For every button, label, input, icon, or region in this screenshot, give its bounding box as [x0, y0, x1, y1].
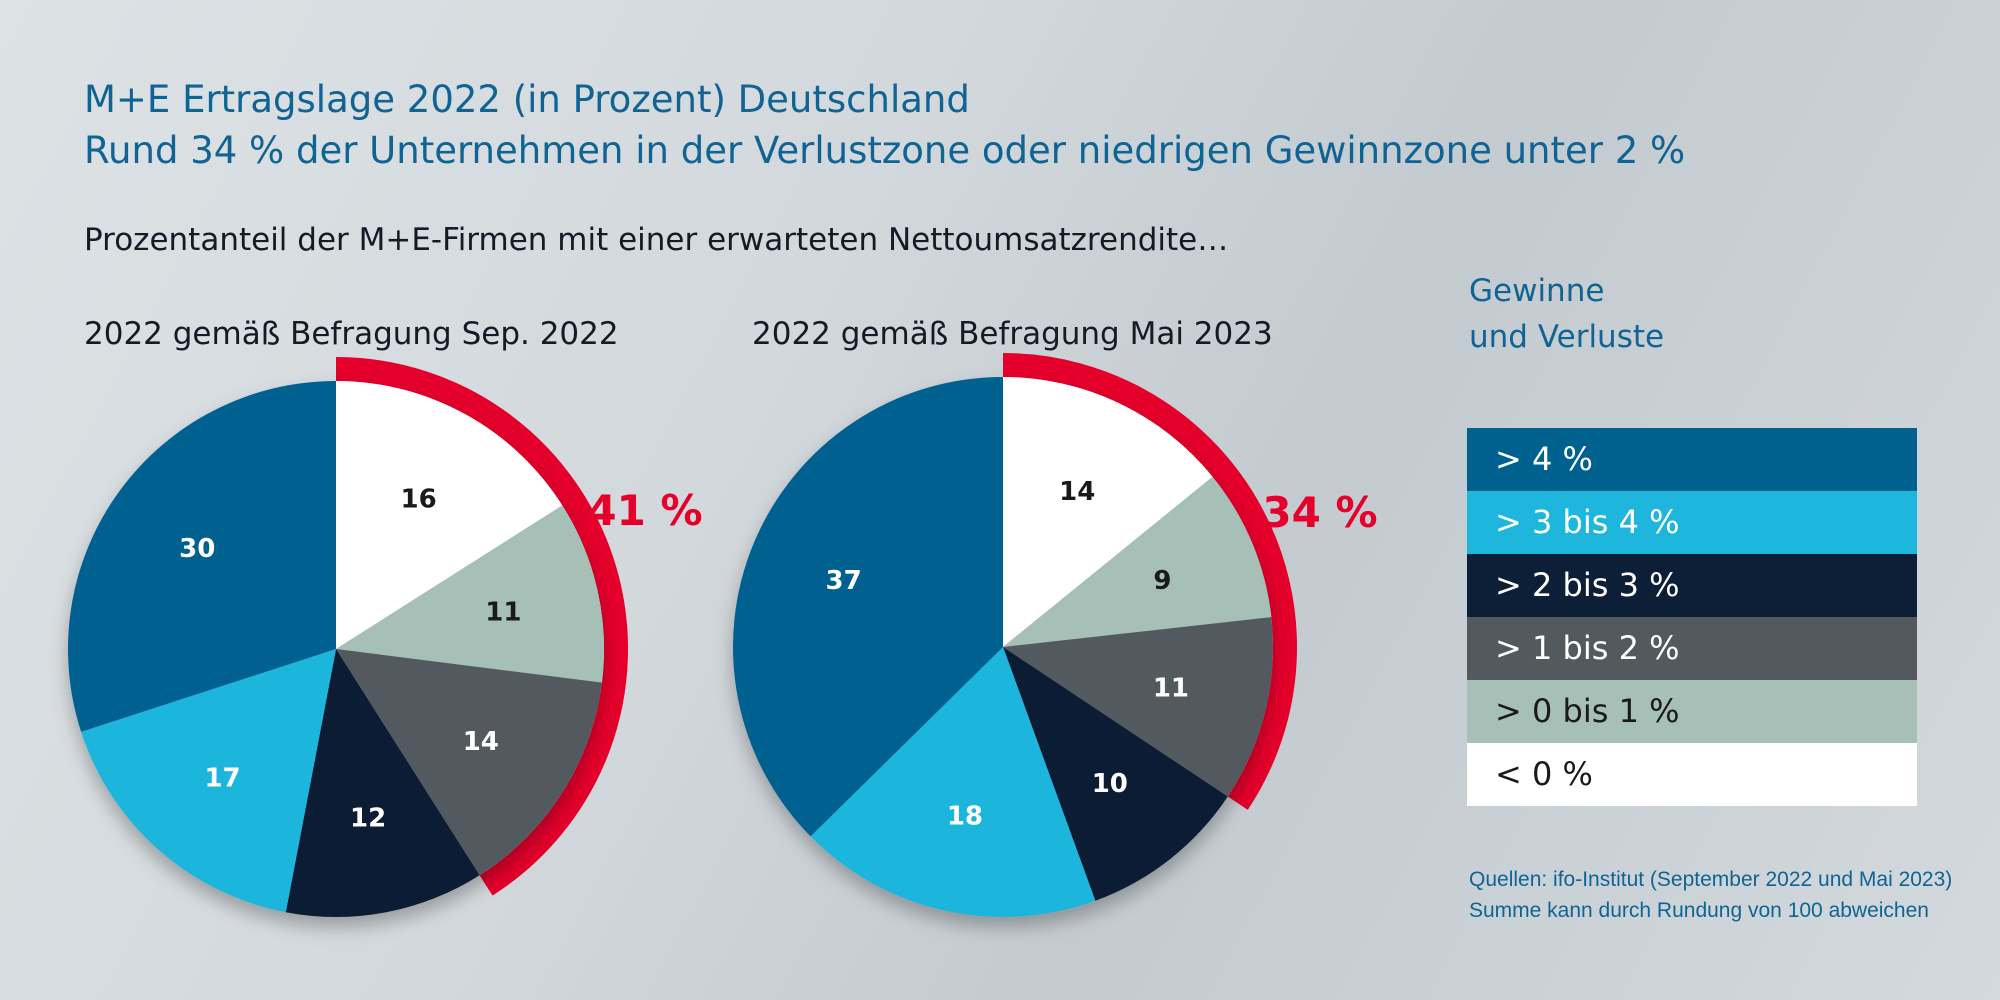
highlight-value-label: 34 %: [1262, 488, 1377, 537]
page-title: M+E Ertragslage 2022 (in Prozent) Deutsc…: [84, 74, 1685, 176]
pie-slice: [336, 381, 563, 649]
pie-chart-mai-2023: 14 9 11 10 18 37 34 %: [733, 353, 1378, 918]
slice-value-label: 18: [947, 802, 983, 832]
pie-slice: [81, 649, 336, 913]
pie-chart-sep-2022: 16 11 14 12 17 30 41 %: [68, 357, 703, 917]
legend-item: > 2 bis 3 %: [1467, 554, 1917, 617]
slice-value-label: 11: [1153, 674, 1189, 704]
sources-note: Quellen: ifo-Institut (September 2022 un…: [1469, 864, 1952, 926]
chart-subtitle: Prozentanteil der M+E-Firmen mit einer e…: [84, 222, 1229, 258]
pie-slice: [336, 649, 602, 876]
slice-value-label: 14: [463, 727, 499, 757]
slice-value-label: 17: [204, 764, 240, 794]
pie-chart-2-title: 2022 gemäß Befragung Mai 2023: [752, 316, 1273, 352]
highlight-ring: [1002, 353, 1297, 810]
slice-value-label: 14: [1059, 477, 1095, 507]
highlight-value-label: 41 %: [587, 486, 702, 535]
pie-chart-1-title: 2022 gemäß Befragung Sep. 2022: [84, 316, 619, 352]
pie-slices: [68, 381, 604, 917]
legend-item: > 3 bis 4 %: [1467, 491, 1917, 554]
pie-slice: [1003, 647, 1228, 901]
slice-value-label: 9: [1153, 566, 1171, 596]
slice-value-label: 37: [826, 566, 862, 596]
pie-slice: [285, 649, 480, 917]
legend-title-line-1: Gewinne: [1469, 273, 1605, 309]
legend: > 4 % > 3 bis 4 % > 2 bis 3 % > 1 bis 2 % > …: [1467, 428, 1917, 806]
legend-title: Gewinne und Verluste: [1469, 268, 1664, 360]
pie-slice: [68, 381, 337, 732]
title-line-2: Rund 34 % der Unternehmen in der Verlust…: [84, 129, 1686, 172]
legend-item: > 1 bis 2 %: [1467, 617, 1917, 680]
legend-item: < 0 %: [1467, 743, 1917, 806]
slice-value-label: 11: [485, 598, 521, 628]
pie-slice: [1003, 377, 1213, 647]
slice-value-label: 12: [350, 803, 386, 833]
legend-title-line-2: und Verluste: [1469, 319, 1665, 355]
sources-line: Quellen: ifo-Institut (September 2022 un…: [1469, 868, 1953, 891]
highlight-ring: [335, 357, 628, 896]
legend-item: > 4 %: [1467, 428, 1917, 491]
pie-charts: 16 11 14 12 17 30 41 % 14 9 11 10 18 37 34 %: [68, 353, 1378, 918]
legend-item: > 0 bis 1 %: [1467, 680, 1917, 743]
slice-value-label: 10: [1092, 769, 1128, 799]
slice-value-label: 30: [179, 534, 215, 564]
pie-slice: [336, 505, 604, 683]
pie-slice: [1003, 617, 1273, 797]
pie-slice: [1003, 476, 1272, 647]
pie-slices: [733, 377, 1273, 918]
pie-slice: [810, 647, 1096, 918]
title-line-1: M+E Ertragslage 2022 (in Prozent) Deutsc…: [84, 78, 970, 121]
slice-value-label: 16: [401, 485, 437, 515]
pie-slice: [733, 377, 1003, 837]
rounding-note: Summe kann durch Rundung von 100 abweich…: [1469, 899, 1929, 922]
